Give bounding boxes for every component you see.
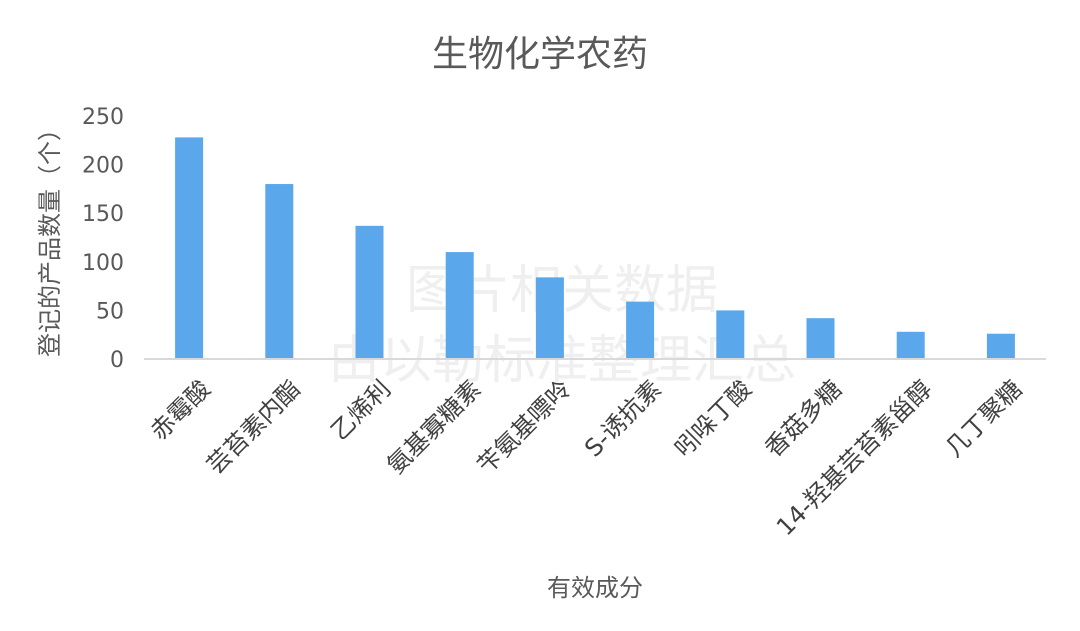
x-tick-label: 赤霉酸 [145, 375, 216, 446]
x-tick-label: 14-羟基芸苔素甾醇 [771, 375, 937, 541]
bar [445, 252, 474, 359]
x-tick-label: 几丁聚糖 [940, 375, 1028, 463]
y-tick-label: 0 [110, 348, 124, 373]
y-tick-label: 150 [82, 202, 124, 227]
x-tick-label: 芸苔素内酯 [201, 375, 306, 480]
y-axis-ticks: 0 50 100 150 200 250 [82, 105, 124, 373]
bar [355, 225, 384, 359]
y-tick-label: 200 [82, 154, 124, 179]
bars [175, 137, 1015, 359]
chart-title: 生物化学农药 [432, 34, 648, 75]
bar [896, 331, 925, 359]
bar [986, 333, 1015, 359]
y-tick-label: 50 [96, 299, 124, 324]
bar [535, 277, 564, 359]
y-tick-label: 100 [82, 251, 124, 276]
bar [716, 310, 745, 359]
bar [626, 301, 655, 359]
bar [806, 318, 835, 359]
y-tick-label: 250 [82, 105, 124, 130]
bar [265, 184, 294, 359]
bar [175, 137, 204, 359]
y-axis-title: 登记的产品数量（个） [36, 117, 64, 357]
x-axis-title: 有效成分 [547, 574, 643, 602]
